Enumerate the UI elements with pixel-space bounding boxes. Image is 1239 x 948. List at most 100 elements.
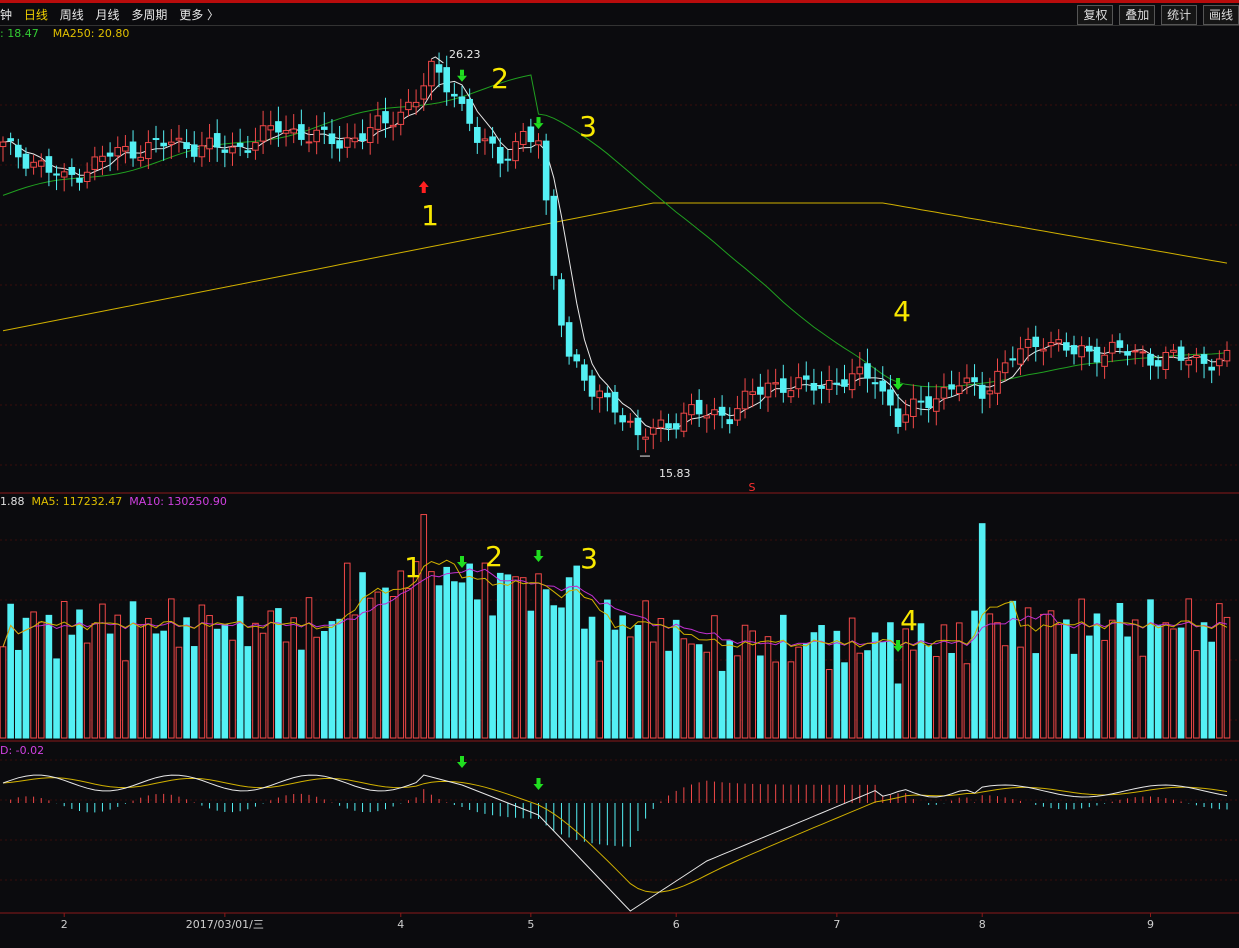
candle-body [1216, 358, 1223, 367]
overlay-button[interactable]: 叠加 [1119, 5, 1156, 25]
volume-bar [160, 630, 167, 739]
volume-bar [649, 641, 657, 739]
volume-bar [726, 640, 734, 739]
volume-bar [627, 636, 634, 739]
candle-body [1185, 359, 1193, 366]
volume-annotation-4: 4 [900, 604, 918, 637]
candle-body [1063, 342, 1070, 351]
tab-monthly[interactable]: 月线 [95, 8, 120, 22]
volume-bar [1101, 639, 1108, 739]
candle-body [405, 101, 412, 111]
candle-body [122, 145, 129, 152]
volume-bar [91, 623, 99, 739]
candle-body [871, 382, 879, 385]
volume-bar [833, 630, 841, 739]
volume-bar [841, 662, 848, 739]
candle-body [206, 137, 213, 150]
volume-bar [527, 610, 535, 739]
candle-body [496, 146, 504, 164]
x-tick-label: 5 [527, 918, 534, 931]
volume-bar [542, 589, 550, 739]
volume-bar [359, 572, 366, 739]
volume-bar [328, 621, 336, 739]
volume-bar [657, 618, 665, 739]
candle-body [1162, 351, 1170, 370]
sell-arrow-volume [893, 646, 904, 652]
volume-bar [879, 641, 887, 739]
candle-body [129, 141, 137, 159]
candle-body [558, 279, 565, 326]
price-annotation-1: 1 [421, 199, 439, 232]
draw-line-button[interactable]: 画线 [1202, 5, 1239, 25]
x-tick-label: 8 [979, 918, 986, 931]
low-price-label: 15.83 [659, 467, 691, 480]
candle-body [1200, 354, 1208, 364]
volume-bar [267, 610, 275, 739]
candle-body [15, 144, 22, 158]
volume-bar [749, 630, 757, 739]
candle-body [810, 383, 818, 391]
volume-bar [711, 615, 718, 739]
statistics-button[interactable]: 统计 [1161, 5, 1198, 25]
volume-bar [558, 607, 565, 739]
candle-body [649, 427, 657, 435]
sell-arrow-price-stem [896, 378, 901, 385]
volume-bar [282, 641, 290, 739]
tab-multi-period[interactable]: 多周期 [131, 8, 168, 22]
sell-arrow-volume-stem [896, 640, 901, 646]
candle-body [244, 150, 252, 153]
candle-body [106, 152, 114, 157]
volume-bar [512, 576, 519, 739]
volume-ma10-label: MA10: 130250.90 [129, 495, 227, 508]
candle-body [611, 391, 619, 413]
volume-bar [1063, 619, 1070, 739]
candle-body [910, 398, 917, 417]
candle-body [267, 125, 275, 131]
volume-bar [76, 609, 83, 739]
volume-bar [1170, 628, 1177, 739]
candle-body [60, 171, 68, 178]
sell-arrow-price-stem [536, 117, 541, 124]
candle-body [114, 147, 122, 157]
volume-bar [343, 562, 351, 739]
candle-body [726, 419, 734, 425]
volume-ma10-line [2, 568, 1228, 648]
candle-body [351, 137, 359, 143]
volume-value-label: 1.88 [0, 495, 25, 508]
tab-minute[interactable]: 钟 [0, 8, 13, 22]
volume-bar [963, 663, 971, 739]
volume-bar [30, 611, 37, 739]
volume-bar [1216, 603, 1223, 739]
candle-body [550, 195, 558, 276]
volume-bar [1124, 636, 1131, 739]
candle-body [474, 127, 481, 143]
candle-body [1055, 339, 1063, 344]
restore-rights-button[interactable]: 复权 [1077, 5, 1114, 25]
candle-body [894, 408, 902, 427]
candle-body [451, 93, 458, 97]
candle-body [504, 158, 512, 161]
candle-body [366, 127, 374, 143]
candle-body [213, 133, 221, 148]
volume-bar [802, 642, 810, 739]
volume-bar [1200, 622, 1208, 739]
tab-more[interactable]: 更多 〉 [179, 8, 220, 22]
price-annotation-2: 2 [491, 62, 509, 95]
volume-bar [366, 597, 374, 739]
candle-body [1147, 353, 1154, 366]
candle-body [298, 124, 305, 140]
candle-body [489, 136, 496, 144]
tab-weekly[interactable]: 周线 [59, 8, 84, 22]
volume-bar [206, 615, 213, 739]
candle-body [343, 137, 351, 148]
volume-bar [994, 622, 1001, 739]
candle-body [321, 126, 328, 130]
volume-bar [948, 652, 955, 739]
tab-daily[interactable]: 日线 [23, 8, 48, 22]
tool-buttons: 复权 叠加 统计 画线 [1075, 3, 1239, 25]
candle-body [703, 415, 711, 419]
candle-body [99, 155, 106, 162]
sell-marker: S [749, 481, 756, 494]
volume-bar [787, 661, 795, 739]
